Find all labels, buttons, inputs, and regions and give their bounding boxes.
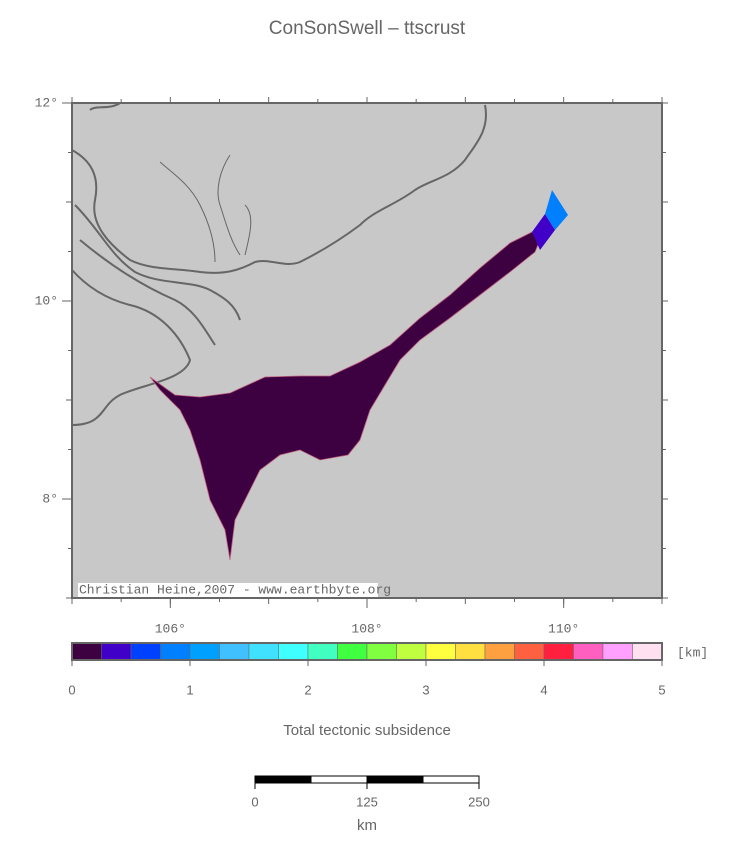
colorbar-swatch	[307, 642, 338, 661]
scalebar-tick-label: 250	[468, 794, 490, 809]
credit: Christian Heine,2007 - www.earthbyte.org	[79, 582, 391, 597]
colorbar-swatch	[425, 642, 456, 661]
scalebar-segment	[254, 775, 312, 784]
colorbar-tick-label: 4	[540, 682, 547, 697]
map-background	[72, 103, 662, 598]
scalebar-segment	[310, 775, 368, 784]
colorbar-tick-label: 5	[658, 682, 665, 697]
colorbar-swatch	[366, 642, 397, 661]
colorbar-swatch	[632, 642, 663, 661]
coastlines	[71, 102, 487, 426]
colorbar-swatch	[543, 642, 574, 661]
lon-tick-label: 106°	[155, 621, 186, 636]
scalebar-tick-label: 0	[251, 794, 258, 809]
colorbar-unit: [km]	[677, 645, 708, 660]
lon-tick-label: 110°	[548, 621, 579, 636]
colorbar-swatch	[602, 642, 633, 661]
colorbar-swatch	[248, 642, 279, 661]
credit-box	[78, 583, 378, 597]
colorbar-swatch	[573, 642, 604, 661]
colorbar-swatch	[160, 642, 191, 661]
title: ConSonSwell – ttscrust	[269, 18, 466, 39]
colorbar-label: Total tectonic subsidence	[283, 722, 451, 739]
colorbar-swatch	[514, 642, 545, 661]
colorbar-swatch	[396, 642, 427, 661]
lat-tick-label: 8°	[42, 491, 58, 506]
lon-tick-label: 108°	[351, 621, 382, 636]
colorbar-tick-label: 3	[422, 682, 429, 697]
colorbar-tick-label: 0	[68, 682, 75, 697]
colorbar-swatch	[130, 642, 161, 661]
colorbar-swatch	[71, 642, 102, 661]
colorbar-swatch	[101, 642, 132, 661]
colorbar-swatch	[455, 642, 486, 661]
scalebar-unit: km	[357, 817, 377, 834]
colorbar-frame	[71, 642, 663, 661]
colorbar-tick-label: 2	[304, 682, 311, 697]
colorbar-swatch	[189, 642, 220, 661]
lat-tick-label: 10°	[35, 293, 58, 308]
colorbar-tick-label: 1	[186, 682, 193, 697]
scalebar-tick-label: 125	[356, 794, 378, 809]
colorbar-swatch	[484, 642, 515, 661]
subsidence-region	[149, 190, 568, 561]
colorbar-swatch	[337, 642, 368, 661]
colorbar-swatch	[278, 642, 309, 661]
scalebar-segment	[366, 775, 424, 784]
axes: 12° 10° 8° 106° 108° 110° 0 1 2 3 4 5 0 125 250	[35, 95, 668, 809]
lat-tick-label: 12°	[35, 95, 58, 110]
scalebar-segment	[422, 775, 480, 784]
colorbar-swatch	[219, 642, 250, 661]
